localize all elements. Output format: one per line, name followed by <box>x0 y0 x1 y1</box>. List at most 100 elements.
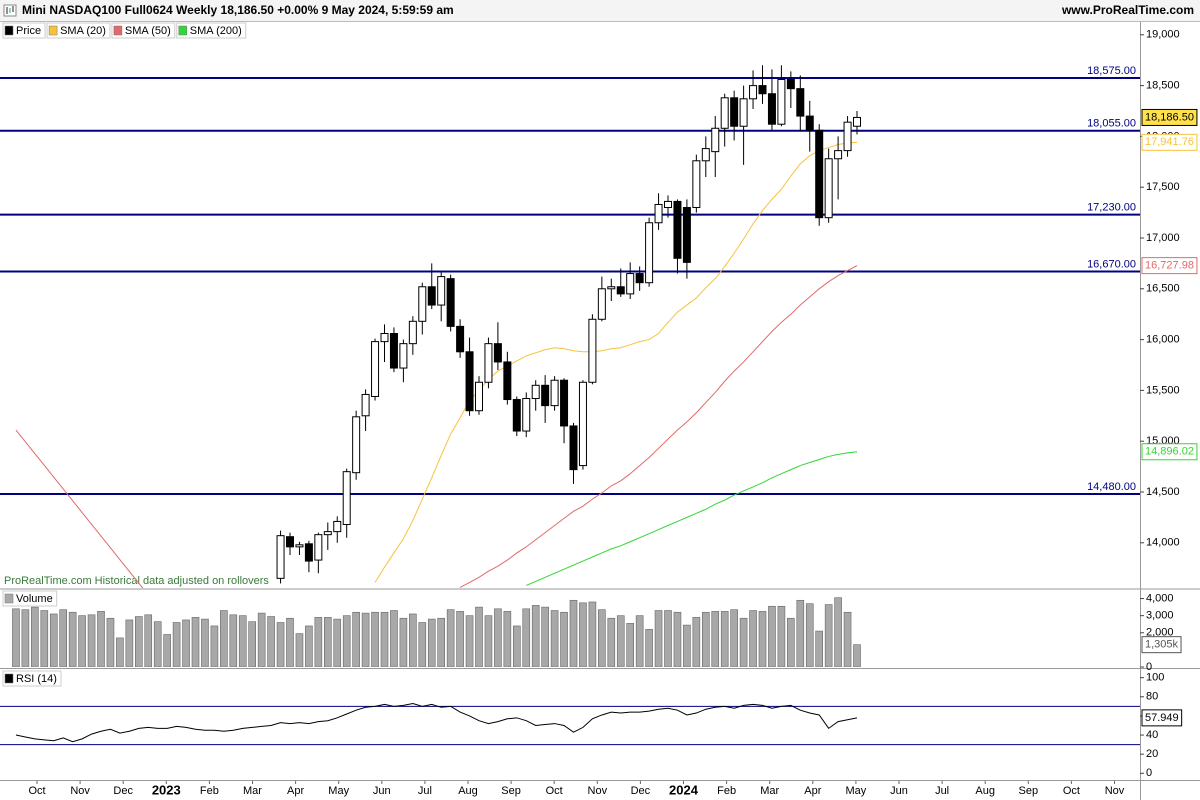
y-tick-label: 16,500 <box>1146 283 1180 295</box>
y-tick-label: 19,000 <box>1146 29 1180 41</box>
volume-bar <box>777 605 786 667</box>
last-value-label: 18,186.50 <box>1145 111 1194 123</box>
volume-bar <box>626 623 635 667</box>
legend-label: SMA (200) <box>190 25 242 37</box>
legend-swatch <box>48 25 58 36</box>
rsi-line <box>15 702 858 743</box>
volume-bar <box>503 611 512 667</box>
chart-title: Mini NASDAQ100 Full0624 Weekly 18,186.50… <box>22 3 454 17</box>
candle-body <box>767 93 776 125</box>
y-tick-label: 2,000 <box>1146 627 1174 639</box>
candle-body <box>569 425 578 471</box>
sma-line <box>15 265 858 588</box>
candle-body <box>465 351 474 412</box>
candle-body <box>796 88 805 117</box>
volume-bar <box>739 617 748 667</box>
candle-body <box>475 381 483 412</box>
legend-box <box>111 22 176 39</box>
candle-body <box>588 318 597 383</box>
last-value-box <box>1141 443 1198 461</box>
volume-bar <box>59 609 68 667</box>
volume-bar <box>49 613 58 667</box>
y-tick-label: 14,500 <box>1146 486 1180 498</box>
candle-body <box>304 543 313 562</box>
volume-bar <box>494 608 502 667</box>
candle-body <box>286 536 294 548</box>
candle-body <box>654 203 663 224</box>
volume-bar <box>522 608 531 667</box>
candle-body <box>531 384 540 400</box>
volume-bar <box>588 601 597 667</box>
legend-box <box>2 22 46 39</box>
volume-bar <box>607 617 616 667</box>
candle-body <box>720 97 729 129</box>
volume-bar <box>201 618 209 667</box>
volume-bar <box>598 609 606 667</box>
x-tick-label: May <box>328 785 349 797</box>
candle-body <box>503 361 512 401</box>
x-tick-label: Apr <box>287 785 304 797</box>
volume-bar <box>645 629 653 667</box>
volume-bar <box>380 611 389 667</box>
x-tick-label: 2023 <box>152 782 181 797</box>
volume-bar <box>390 610 398 667</box>
volume-bar <box>531 605 540 667</box>
x-tick-label: Jul <box>418 785 432 797</box>
candle-body <box>673 200 682 259</box>
candle-body <box>692 160 701 209</box>
x-tick-label: Jun <box>373 785 391 797</box>
volume-bar <box>210 625 219 667</box>
legend-label: Volume <box>16 593 53 605</box>
volume-bar <box>768 605 776 667</box>
y-tick-label: 40 <box>1146 729 1158 741</box>
volume-bar <box>68 611 77 667</box>
volume-bar <box>229 614 238 667</box>
candle-body <box>739 98 748 127</box>
header-bar <box>0 0 1200 21</box>
volume-bar <box>106 617 115 667</box>
candle-body <box>824 158 833 219</box>
last-value-label: 16,727.98 <box>1145 260 1194 272</box>
volume-bar <box>286 617 294 667</box>
volume-bar <box>144 614 153 667</box>
candle-body <box>361 393 370 417</box>
volume-bar <box>153 621 162 667</box>
last-value-label: 14,896.02 <box>1145 446 1194 458</box>
candle-body <box>616 286 625 295</box>
y-tick-label: 4,000 <box>1146 592 1174 604</box>
y-tick-label: 0 <box>1146 767 1152 779</box>
y-tick-label: 17,000 <box>1146 232 1180 244</box>
candle-body <box>352 416 361 474</box>
legend-label: SMA (20) <box>60 25 106 37</box>
candle-body <box>276 535 285 579</box>
candle-body <box>541 384 550 407</box>
candle-body <box>607 286 616 290</box>
volume-bar <box>135 616 143 667</box>
volume-bar <box>541 606 549 667</box>
volume-bar <box>371 611 379 667</box>
volume-bar <box>673 611 682 667</box>
volume-bar <box>427 618 436 667</box>
last-value-box <box>1141 709 1183 727</box>
volume-bar <box>730 609 738 667</box>
volume-bar <box>409 613 417 667</box>
x-tick-label: Nov <box>70 785 90 797</box>
candle-body <box>645 222 654 284</box>
legend-swatch <box>4 673 14 684</box>
x-tick-label: Feb <box>200 785 219 797</box>
volume-bar <box>12 608 20 667</box>
volume-bar <box>323 617 332 667</box>
candle-body <box>777 79 786 125</box>
y-tick-label: 20 <box>1146 748 1158 760</box>
volume-bar <box>683 624 691 667</box>
volume-bar <box>182 619 190 667</box>
volume-bar <box>31 606 39 667</box>
volume-bar <box>125 619 134 667</box>
volume-bar <box>361 612 370 667</box>
legend-swatch <box>113 25 123 36</box>
volume-bar <box>191 617 200 667</box>
y-tick-label: 3,000 <box>1146 610 1174 622</box>
volume-bar <box>824 604 833 667</box>
